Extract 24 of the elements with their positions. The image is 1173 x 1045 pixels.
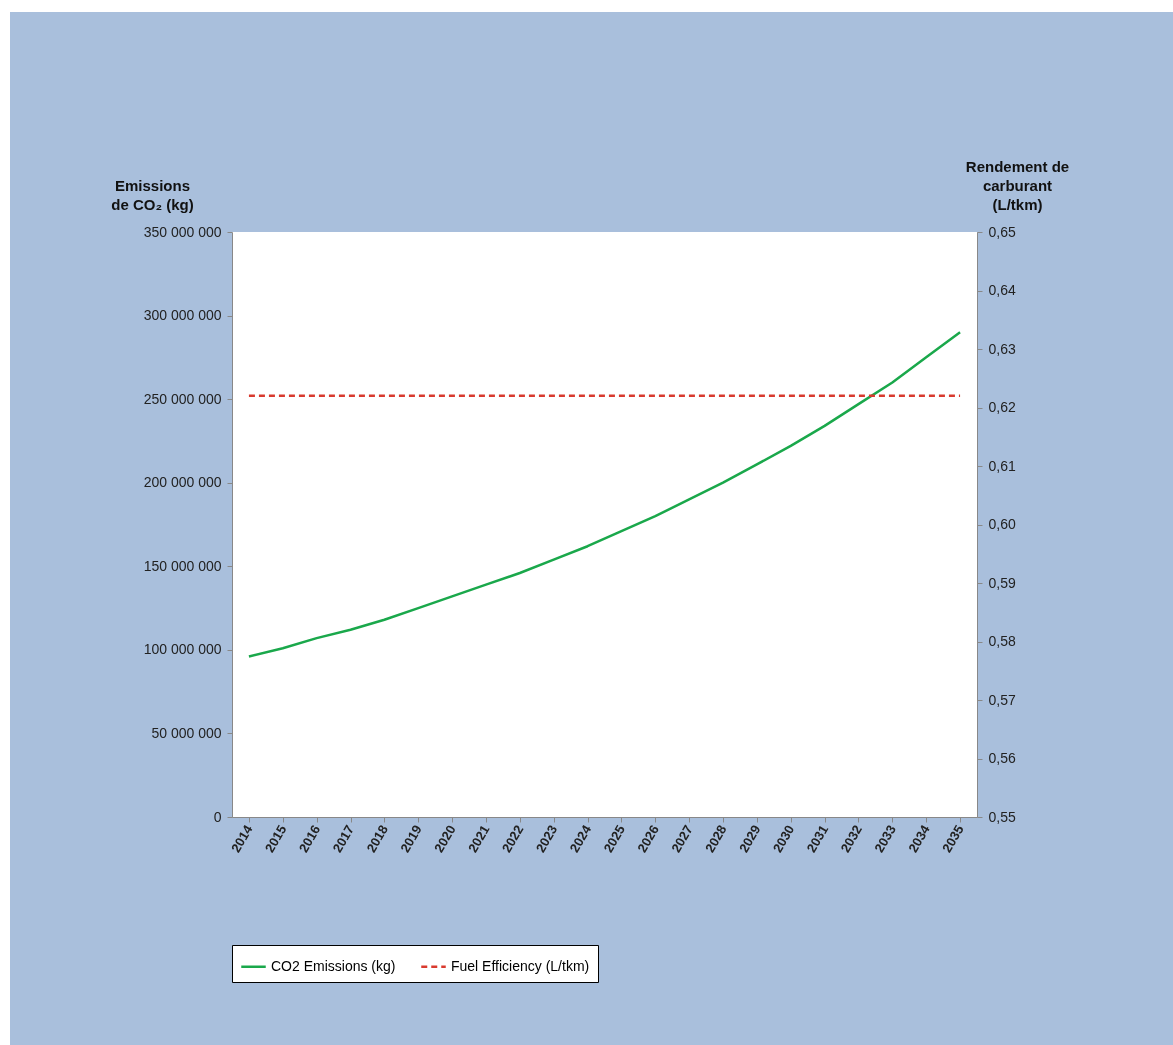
- y2-tick-label: 0,56: [988, 750, 1016, 766]
- y-tick-label: 0: [213, 808, 222, 825]
- y2-tick-label: 0,57: [988, 691, 1016, 708]
- y2-tick-label: 0,62: [988, 399, 1016, 415]
- legend-label: Fuel Efficiency (L/tkm): [451, 957, 590, 974]
- legend-label: CO2 Emissions (kg): [271, 957, 396, 974]
- y2-axis-title: Rendement de carburant (L/tkm): [965, 157, 1070, 213]
- y2-tick-label: 0,65: [988, 223, 1016, 240]
- y2-tick-label: 0,64: [988, 282, 1016, 298]
- y2-tick-label: 0,58: [988, 633, 1016, 649]
- y2-tick-label: 0,63: [988, 340, 1016, 357]
- y-tick-label: 100 000 000: [143, 641, 222, 658]
- y-tick-label: 50 000 000: [151, 724, 222, 741]
- y2-tick-label: 0,59: [988, 574, 1016, 591]
- y2-tick-label: 0,60: [988, 516, 1016, 532]
- y2-tick-label: 0,55: [988, 808, 1016, 825]
- y-axis-title: Emissions de CO₂ (kg): [111, 176, 194, 213]
- y-tick-label: 200 000 000: [143, 474, 222, 491]
- y-tick-label: 250 000 000: [143, 390, 222, 407]
- y-tick-label: 350 000 000: [143, 223, 222, 240]
- y-tick-label: 300 000 000: [143, 307, 222, 324]
- line-series: [247, 331, 962, 658]
- y2-tick-label: 0,61: [988, 457, 1016, 474]
- y-tick-label: 150 000 000: [143, 557, 222, 574]
